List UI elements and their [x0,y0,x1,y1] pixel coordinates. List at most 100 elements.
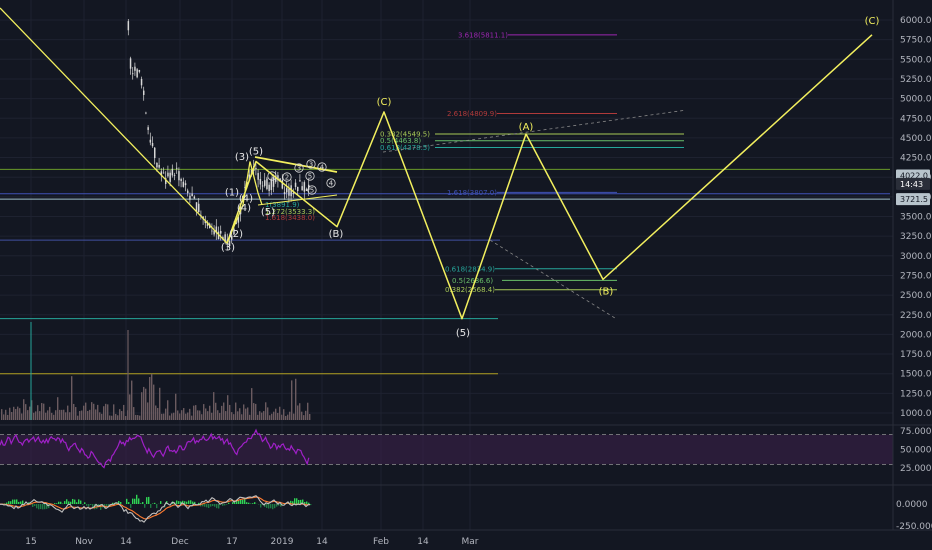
volume-bar [11,412,13,420]
macd-histogram-bar [264,504,266,507]
macd-histogram-bar [292,501,294,504]
volume-bar [199,410,201,420]
price-tick-label: 1250.0 [900,389,932,399]
volume-bar [283,409,285,420]
candle-body [182,181,185,187]
macd-histogram-bar [204,504,206,507]
volume-bar [67,405,69,420]
time-tick-label: 14 [316,537,328,547]
volume-bar [65,412,67,420]
volume-bar [41,403,43,420]
volume-bar [25,404,27,420]
fib-label: 1.618(3807.0) [447,189,497,197]
volume-bar [293,413,295,420]
wave-label: (3) [235,152,249,163]
rsi-panel [0,428,893,469]
volume-bar [253,403,255,420]
price-tick-label: 2250.0 [900,311,932,321]
volume-bar [223,402,225,420]
volume-bar [111,415,113,420]
volume-bar [215,402,217,420]
macd-histogram-bar [36,504,38,509]
volume-bar [173,412,175,420]
macd-histogram-bar [150,504,152,508]
volume-bar [179,413,181,420]
volume-bar [59,409,61,420]
volume-bar [219,413,221,420]
minor-wave-circle [294,163,304,173]
candle-body [294,182,297,187]
volume-bar [151,373,153,420]
candle-body [176,167,178,169]
macd-histogram-bar [160,501,162,504]
macd-histogram-bar [80,500,82,504]
macd-histogram-bar [40,504,42,510]
volume-bar [97,404,99,420]
macd-histogram-bar [120,501,122,504]
macd-line [0,495,311,523]
macd-histogram-bar [248,502,250,504]
minor-wave-circle [326,178,336,188]
macd-histogram-bar [140,503,142,504]
candle-body [180,179,182,181]
volume-bar [93,403,95,420]
volume-bars [1,322,311,420]
macd-histogram-bar [144,504,146,508]
volume-bar [159,387,161,420]
volume-bar [305,410,307,420]
fib-label: 0.5(2686.6) [452,277,493,285]
candle-body [134,66,136,71]
volume-bar [21,413,23,420]
macd-histogram-bar [232,502,234,504]
volume-bar [57,397,59,420]
candle-body [266,178,268,190]
volume-bar [119,409,121,420]
macd-histogram-bar [22,500,24,504]
macd-histogram-bar [136,494,138,504]
volume-bar [307,402,309,420]
macd-histogram-bar [78,499,80,504]
macd-histogram-bar [180,501,182,504]
volume-bar [37,405,39,420]
volume-bar [143,386,145,420]
macd-histogram-bar [224,504,226,506]
macd-histogram-bar [246,502,248,504]
wave-label: (C) [865,16,880,27]
volume-bar [55,410,57,420]
candle-body [169,172,171,182]
candle-body [132,73,134,75]
macd-histogram-bar [48,504,50,509]
candle-body [184,183,187,186]
macd-histogram-bar [274,504,276,509]
macd-histogram-bar [130,504,132,508]
candle-body [248,174,251,181]
volume-bar [145,388,147,420]
fib-label: 0.618(2834.9) [445,265,495,273]
candle-body [158,164,160,168]
candle-body [220,231,222,234]
macd-histogram-bar [44,504,46,510]
macd-histogram-bar [266,504,268,508]
volume-bar [309,413,311,420]
candle-body [233,228,235,235]
volume-bar [189,408,191,420]
volume-bar [291,380,293,420]
macd-histogram-bar [148,496,150,504]
macd-histogram-bar [178,501,180,504]
candle-body [187,190,189,194]
minor-wave-circle [282,172,292,182]
volume-bar [295,378,297,420]
candle-body [303,182,306,192]
macd-histogram-bar [18,501,20,504]
volume-bar [235,402,237,420]
volume-bar [83,405,85,420]
volume-bar [243,404,245,420]
candle-body [277,175,279,181]
time-tick-label: Feb [373,537,389,547]
candle-body [292,192,295,194]
volume-bar [157,407,159,420]
candle-body [259,178,262,185]
volume-bar [203,404,205,420]
